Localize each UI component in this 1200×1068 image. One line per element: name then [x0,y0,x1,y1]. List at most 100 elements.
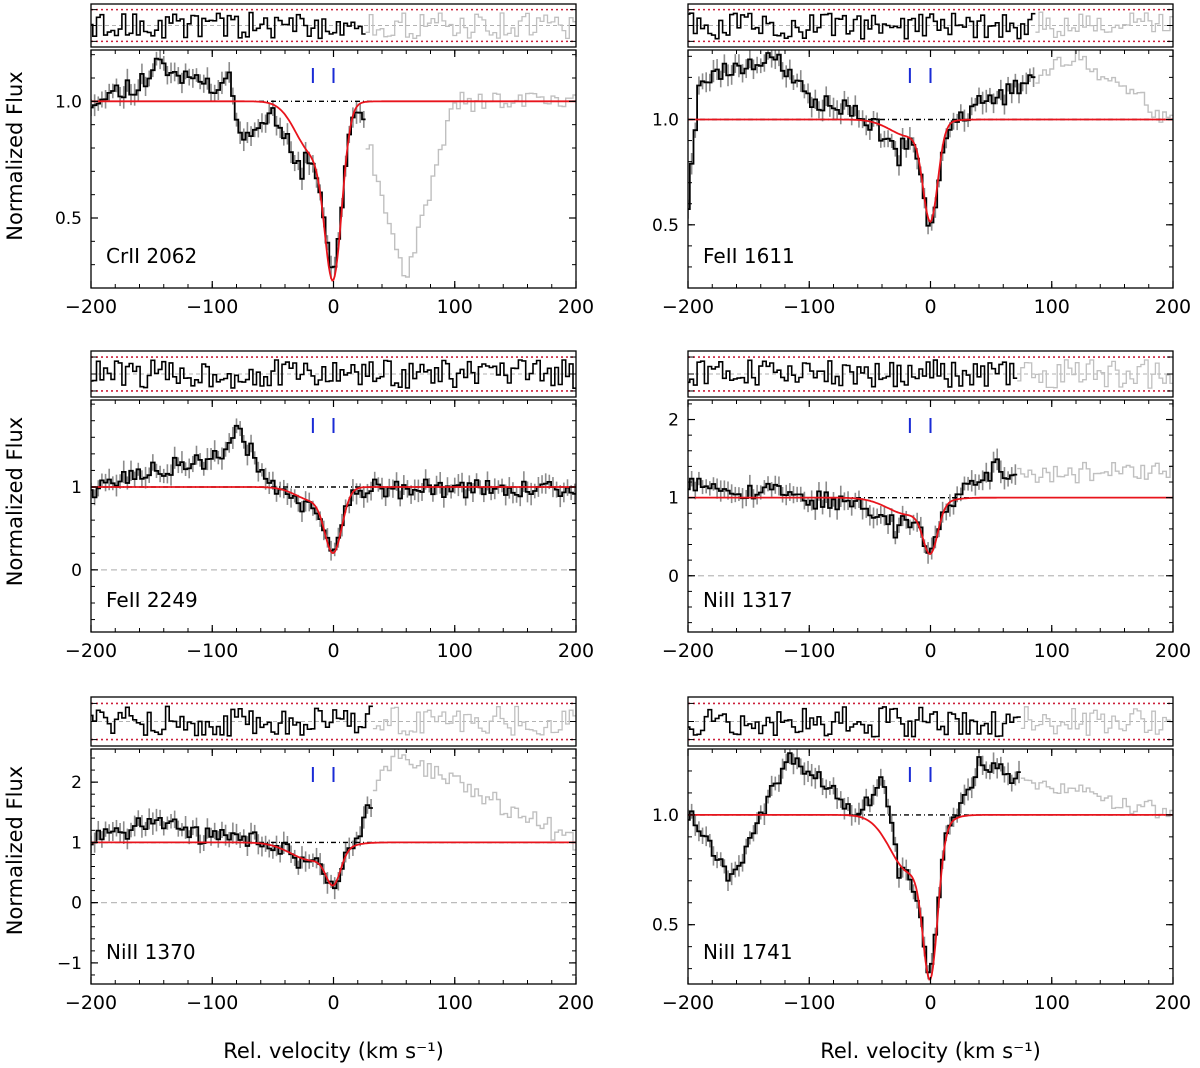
x-tick-label: −100 [783,640,835,662]
spectrum-step-line [688,458,1018,554]
excluded-spectrum [1035,50,1173,123]
main-plot-niii-1317 [688,448,1173,577]
x-tick-label: 0 [924,992,936,1014]
residual-plot-niii-1741 [688,702,1173,741]
x-tick-label: 100 [1034,296,1070,318]
y-tick-label: 0 [71,894,82,914]
main-plot-crii-2062 [91,50,576,282]
x-tick-label: 100 [1034,992,1070,1014]
y-tick-label: 1 [71,833,82,853]
y-axis-label: Normalized Flux [3,766,27,935]
y-tick-label: 1 [71,478,82,498]
panel-niii-1741: 0.5 1.0 −200 −100 0 100 200 NiII 1741 Rel. veloc… [652,696,1191,1063]
main-plot-niii-1370 [91,749,576,904]
transition-label: CrII 2062 [106,244,197,268]
x-tick-label: 0 [327,992,339,1014]
y-tick-label: 2 [668,411,679,431]
y-tick-label: 0 [668,567,679,587]
x-tick-label: 200 [1155,992,1191,1014]
x-tick-label: −200 [65,296,117,318]
transition-label: NiII 1317 [703,588,793,612]
main-plot-niii-1741 [688,749,1173,981]
x-tick-label: −100 [783,296,835,318]
x-axis-label: Rel. velocity (km s⁻¹) [223,1039,444,1063]
panel-niii-1317: 0 1 2 −200 −100 0 100 200 NiII 1317 [662,350,1191,662]
x-tick-label: −100 [186,296,238,318]
panel-feii-1611: 0.5 1.0 −200 −100 0 100 200 FeII 1611 [652,3,1191,318]
y-tick-label: 1.0 [652,111,679,131]
x-tick-label: −200 [65,640,117,662]
main-plot-feii-1611 [688,50,1173,235]
x-tick-label: −100 [186,992,238,1014]
x-tick-label: −200 [662,992,714,1014]
x-tick-label: 0 [924,296,936,318]
y-tick-label: 0.5 [55,209,82,229]
y-axis-label: Normalized Flux [3,417,27,586]
y-tick-label: 1.0 [55,92,82,112]
panel-feii-2249: 0 1 −200 −100 0 100 200 FeII 2249 Normalized Flu… [3,350,594,662]
x-tick-label: 100 [437,296,473,318]
residual-step-line [91,11,366,40]
residual-plot-crii-2062 [91,8,576,43]
residual-step-line [688,359,1018,388]
spectrum-step-line [688,52,1036,227]
transition-label: FeII 1611 [703,244,795,268]
residual-step-line [91,359,576,389]
excluded-spectrum [1020,777,1173,819]
x-tick-label: 100 [1034,640,1070,662]
x-axis-label: Rel. velocity (km s⁻¹) [820,1039,1041,1063]
residual-plot-niii-1317 [688,356,1173,392]
x-tick-label: −100 [186,640,238,662]
x-tick-label: −200 [662,640,714,662]
model-fit-line [91,841,576,887]
excluded-spectrum [365,91,576,278]
residual-excluded [372,705,576,736]
x-tick-label: −100 [783,992,835,1014]
x-tick-label: 200 [558,640,594,662]
spectrum-step-line [91,424,576,552]
main-plot-feii-2249 [91,418,576,571]
x-tick-label: 100 [437,640,473,662]
x-tick-label: 0 [327,640,339,662]
residual-step-line [688,706,1021,738]
y-tick-label: 0.5 [652,216,679,236]
transition-label: FeII 2249 [106,588,198,612]
residual-plot-niii-1370 [91,702,576,741]
y-tick-label: 0 [71,561,82,581]
x-tick-label: 0 [924,640,936,662]
y-tick-label: 2 [71,773,82,793]
y-tick-label: 1 [668,489,679,509]
residual-plot-feii-2249 [91,356,576,392]
x-tick-label: −200 [65,992,117,1014]
model-fit-line [688,118,1173,224]
residual-excluded [1035,11,1173,39]
y-tick-label: −1 [57,954,82,974]
y-axis-label: Normalized Flux [3,71,27,240]
spectrum-step-line [91,57,366,269]
model-fit-line [91,100,576,282]
residual-step-line [91,705,373,737]
x-tick-label: 200 [1155,296,1191,318]
excluded-spectrum [1017,461,1173,484]
residual-excluded [1020,706,1173,736]
panel-crii-2062: 0.5 1.0 −200 −100 0 100 200 CrII 2062 Normalized… [3,3,594,318]
x-tick-label: 200 [1155,640,1191,662]
residual-excluded [1017,359,1173,389]
model-fit-line [688,496,1173,555]
residual-excluded [365,12,576,40]
model-fit-line [91,486,576,554]
panel-niii-1370: −1 0 1 2 −200 −100 0 100 200 NiII 1370 Normalized … [3,696,594,1063]
x-tick-label: 0 [327,296,339,318]
residual-step-line [688,12,1036,40]
y-tick-label: 1.0 [652,806,679,826]
y-tick-label: 0.5 [652,916,679,936]
residual-plot-feii-1611 [688,8,1173,43]
transition-label: NiII 1741 [703,940,793,964]
excluded-spectrum [372,749,576,851]
x-tick-label: 200 [558,992,594,1014]
x-tick-label: 200 [558,296,594,318]
x-tick-label: 100 [437,992,473,1014]
x-tick-label: −200 [662,296,714,318]
